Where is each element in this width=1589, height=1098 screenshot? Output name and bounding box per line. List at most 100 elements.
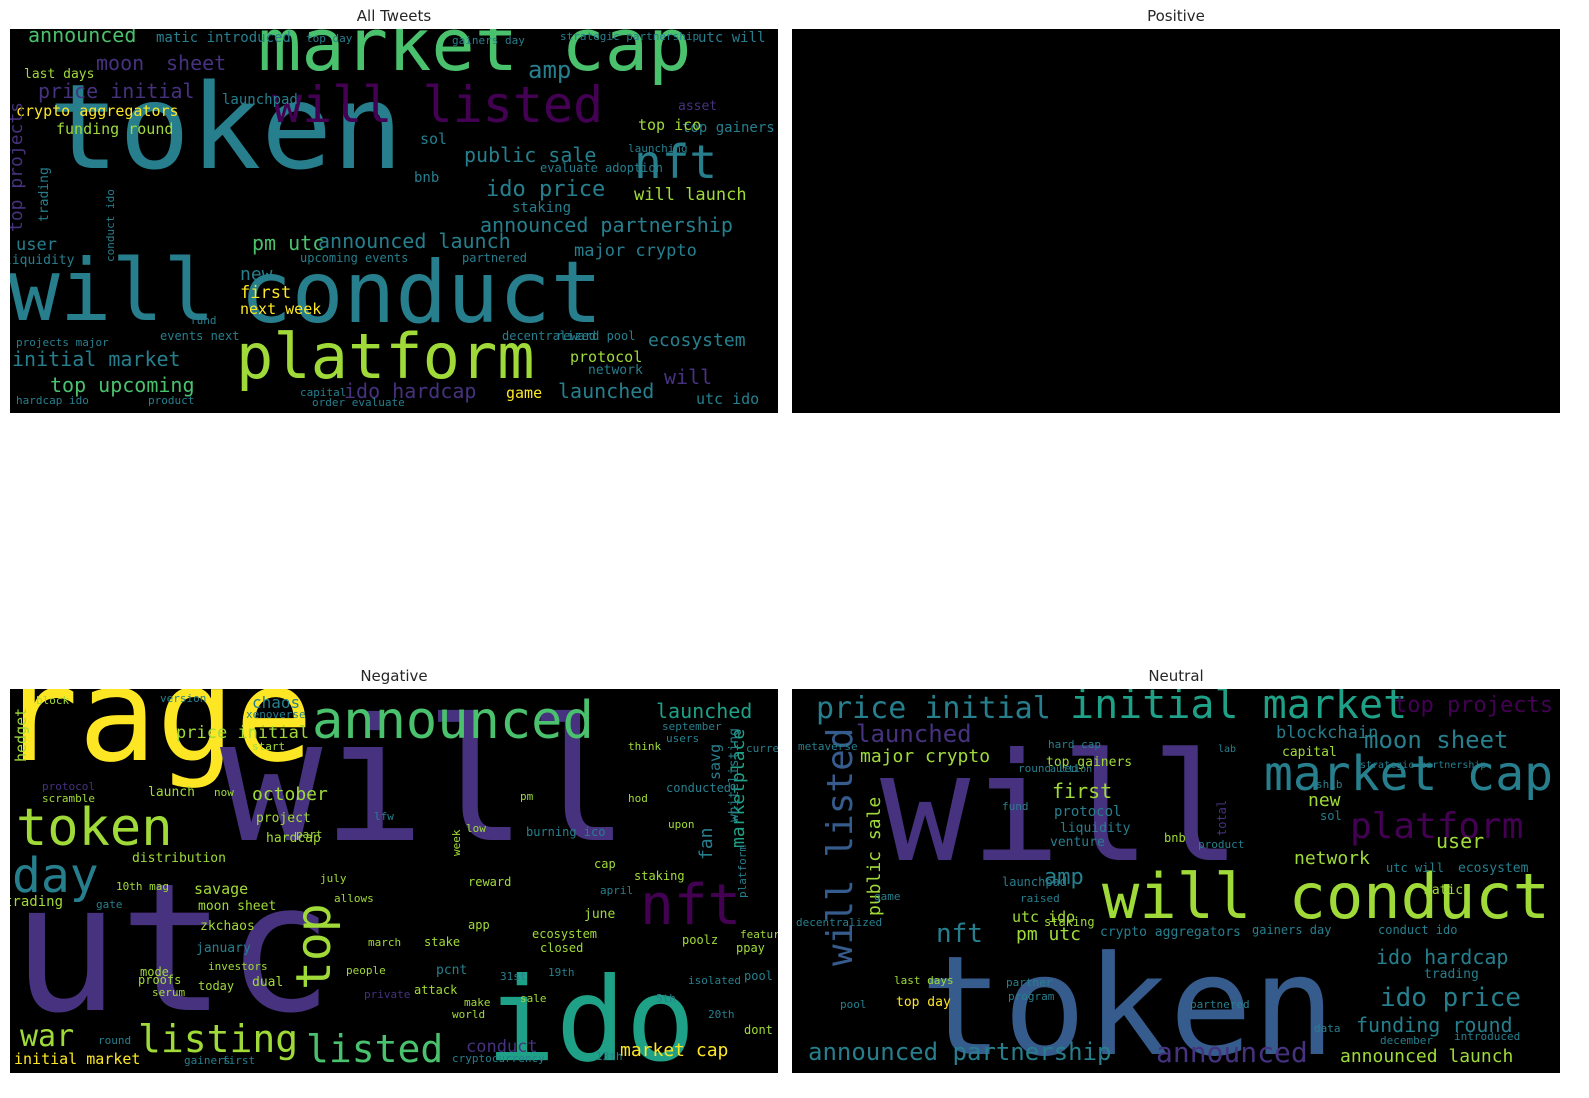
word-low: low bbox=[466, 822, 486, 835]
word-5th: 5th bbox=[656, 992, 676, 1005]
word-zkchaos: zkchaos bbox=[200, 919, 255, 934]
wordcloud-panel-positive: Positive top upcomingupcoming eventseven… bbox=[792, 7, 1560, 414]
word-reward-pool: reward pool bbox=[556, 329, 635, 343]
word-funding-round: funding round bbox=[1356, 1013, 1513, 1037]
word-staking: staking bbox=[634, 869, 685, 883]
word-next-week: next week bbox=[240, 300, 321, 318]
word-will-conduct: will conduct bbox=[1102, 860, 1550, 933]
word-evaluate-adoption: evaluate adoption bbox=[540, 161, 663, 175]
word-serum: serum bbox=[152, 986, 185, 999]
word-world: world bbox=[452, 1008, 485, 1021]
word-fund: fund bbox=[190, 314, 217, 327]
word-conduct: conduct bbox=[240, 243, 602, 343]
word-top-day: top day bbox=[896, 995, 951, 1010]
word-sale: sale bbox=[520, 992, 547, 1005]
word-top-projects: top projects bbox=[10, 102, 27, 232]
word-platform: platform bbox=[1350, 806, 1523, 847]
word-rage: rage bbox=[10, 689, 313, 791]
word-blockchain: blockchain bbox=[1276, 723, 1378, 743]
word-private: private bbox=[364, 988, 410, 1001]
word-distribution: distribution bbox=[132, 851, 226, 866]
word-venture: venture bbox=[1050, 835, 1105, 850]
word-conducted: conducted bbox=[666, 781, 731, 795]
word-allows: allows bbox=[334, 892, 374, 905]
word-matic: matic bbox=[1424, 883, 1463, 898]
word-market-cap: market cap bbox=[620, 1040, 728, 1061]
word-ido-hardcap: ido hardcap bbox=[1376, 945, 1508, 969]
word-pool: pool bbox=[840, 998, 867, 1011]
word-trading: trading bbox=[1424, 967, 1479, 982]
word-march: march bbox=[368, 936, 401, 949]
word-raised: raised bbox=[1020, 892, 1060, 905]
word-round: round bbox=[98, 1034, 131, 1047]
word-announced: announced bbox=[1156, 1036, 1308, 1069]
word-total: total bbox=[1215, 800, 1229, 836]
word-data: data bbox=[1314, 1022, 1341, 1035]
word-hard-cap: hard cap bbox=[1048, 738, 1101, 751]
word-launching: launching bbox=[628, 142, 688, 155]
word-partnered: partnered bbox=[1190, 998, 1250, 1011]
word-upon: upon bbox=[668, 818, 695, 831]
word-closed: closed bbox=[540, 941, 583, 955]
word-first: first bbox=[222, 1054, 255, 1067]
word-order-evaluate: order evaluate bbox=[312, 396, 405, 409]
word-scramble: scramble bbox=[42, 792, 95, 805]
word-utc: utc bbox=[12, 845, 334, 1052]
word-will: will bbox=[880, 722, 1241, 896]
word-round-led: round led bbox=[1018, 762, 1078, 775]
word-will: will bbox=[220, 689, 629, 881]
word-announced: announced bbox=[312, 691, 594, 751]
word-auction: auction bbox=[1050, 764, 1092, 775]
word-product: product bbox=[1198, 838, 1244, 851]
word-think: think bbox=[628, 740, 661, 753]
word-fund: fund bbox=[1002, 800, 1029, 813]
word-whitelisting: whitelisting bbox=[727, 728, 742, 822]
word-top-projects: top projects bbox=[1394, 693, 1553, 718]
word-token: token bbox=[16, 798, 173, 858]
word-feature: feature bbox=[740, 928, 778, 941]
word-week: week bbox=[450, 829, 463, 856]
word-conduct-ido: conduct ido bbox=[1378, 923, 1457, 937]
word-ecosystem: ecosystem bbox=[532, 927, 597, 941]
word-isolated: isolated bbox=[688, 974, 741, 987]
word-events-next: events next bbox=[160, 329, 239, 343]
word-announced-launch: announced launch bbox=[1340, 1046, 1513, 1067]
word-launch: launch bbox=[148, 785, 195, 800]
word-amp: amp bbox=[528, 56, 571, 84]
word-user: user bbox=[1436, 829, 1484, 853]
word-dont: dont bbox=[744, 1023, 773, 1037]
panel-title: Neutral bbox=[1148, 667, 1204, 685]
word-ecosystem: ecosystem bbox=[648, 330, 746, 351]
word-launched: launched bbox=[558, 379, 654, 403]
word-public-sale: public sale bbox=[864, 797, 885, 916]
word-liquidity: liquidity bbox=[1060, 821, 1131, 836]
word-protocol: protocol bbox=[42, 780, 95, 793]
word-hardcap: hardcap bbox=[266, 831, 321, 846]
word-first: first bbox=[240, 283, 291, 303]
word-utc-ido: utc ido bbox=[1012, 908, 1075, 926]
word-moon-sheet: moon sheet bbox=[198, 899, 276, 914]
word-chaos: chaos bbox=[252, 693, 300, 712]
word-marketplace: marketplace bbox=[728, 729, 749, 848]
word-partnered: partnered bbox=[462, 251, 527, 265]
wordcloud-image: will token will conduct market cap initial m… bbox=[792, 689, 1560, 1073]
wordcloud-image: rage will utc ido announced token day nft listin… bbox=[10, 689, 778, 1073]
word-part: part bbox=[296, 828, 323, 841]
word-version: version bbox=[160, 692, 206, 705]
word-cap: cap bbox=[594, 857, 616, 871]
word-pm: pm bbox=[520, 790, 534, 803]
word-reward: reward bbox=[468, 875, 511, 889]
word-conduct: conduct bbox=[466, 1037, 538, 1057]
word-31st: 31st bbox=[500, 970, 527, 983]
word-announced: announced bbox=[28, 29, 136, 47]
wordcloud-image: token will conduct market cap will listed pla… bbox=[10, 29, 778, 413]
word-upcoming-events: upcoming events bbox=[300, 251, 408, 265]
word-utc-will: utc will bbox=[698, 30, 765, 46]
wordcloud-panel-all-tweets: All Tweets token will conduct market cap wil… bbox=[10, 7, 778, 414]
word-top: top bbox=[286, 903, 342, 990]
word-game: game bbox=[874, 890, 901, 903]
panel-title: All Tweets bbox=[356, 7, 432, 25]
word-network: network bbox=[1294, 848, 1370, 869]
word-savage: savage bbox=[194, 880, 248, 898]
